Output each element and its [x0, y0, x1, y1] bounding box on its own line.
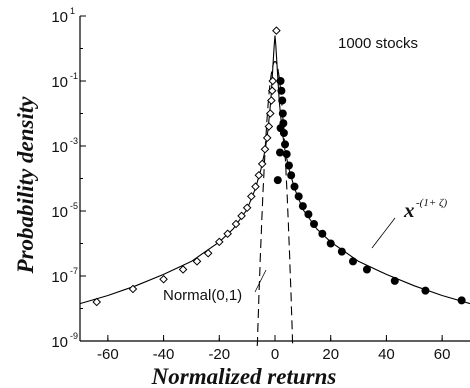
power-law-annotation-pointer — [371, 217, 396, 249]
x-tick-label: 40 — [378, 346, 395, 363]
normal-annotation-pointer — [254, 269, 267, 293]
circle-point — [287, 171, 296, 180]
circle-point — [281, 140, 290, 149]
circle-point — [278, 109, 287, 118]
diamond-point — [264, 122, 274, 131]
diamond-point — [223, 229, 232, 239]
y-tick-label-exponent: -3 — [70, 136, 78, 146]
circle-point — [277, 86, 286, 95]
diamond-point — [257, 159, 267, 169]
circle-point — [421, 286, 430, 295]
normal-distribution-curve — [256, 60, 294, 347]
diamond-point — [231, 219, 241, 229]
circle-point — [326, 239, 335, 248]
circle-point — [390, 276, 399, 285]
x-axis-label: Normalized returns — [151, 364, 337, 388]
diamond-point — [262, 133, 272, 143]
circle-point — [279, 129, 288, 137]
circle-point — [298, 202, 307, 211]
x-tick-label: -20 — [208, 346, 230, 363]
y-tick-label-base: 10 — [51, 269, 68, 286]
circle-point — [290, 182, 299, 191]
y-tick-label-base: 10 — [51, 74, 68, 91]
diamond-point — [159, 274, 168, 284]
diamond-point — [128, 284, 138, 294]
diamond-point — [247, 192, 256, 201]
diamond-point — [265, 109, 275, 118]
x-tick-label: 60 — [434, 346, 451, 363]
diamond-point — [214, 237, 224, 247]
y-tick-label-exponent: -5 — [70, 201, 78, 211]
diamond-point — [178, 265, 188, 274]
diamond-point — [242, 203, 252, 213]
diamond-point — [267, 86, 277, 96]
x-tick-label: 0 — [271, 346, 279, 363]
normal-annotation: Normal(0,1) — [163, 287, 242, 304]
diamond-point — [92, 297, 102, 307]
y-tick-label-base: 10 — [51, 204, 68, 221]
x-tick-label: -40 — [153, 346, 175, 363]
legend-label: 1000 stocks — [338, 35, 418, 52]
y-tick-label-exponent: -1 — [70, 71, 78, 81]
circle-point — [276, 77, 285, 85]
diamond-point — [237, 211, 246, 221]
y-tick-label-base: 10 — [51, 334, 68, 351]
circle-point — [276, 148, 285, 157]
diamond-point — [272, 26, 281, 35]
y-axis-label: Probability density — [13, 96, 38, 275]
circle-point — [279, 119, 288, 128]
diamond-point — [260, 144, 270, 154]
circle-point — [310, 220, 318, 228]
diamond-point — [254, 170, 264, 180]
diamond-point — [268, 76, 278, 86]
diamond-point — [251, 182, 260, 191]
circle-point — [362, 265, 371, 274]
circle-point — [278, 96, 287, 105]
y-tick-label-base: 10 — [51, 139, 68, 156]
y-tick-label-exponent: -7 — [70, 266, 78, 276]
circle-point — [457, 296, 466, 305]
x-tick-label: -60 — [97, 346, 119, 363]
x-tick-label: 20 — [322, 346, 339, 363]
y-tick-label-exponent: 1 — [70, 6, 75, 16]
power-law-fit-curve — [79, 35, 470, 305]
power-law-exponent: -(1+ ζ) — [416, 197, 447, 209]
diamond-point — [267, 96, 276, 105]
circle-point — [349, 257, 357, 266]
power-law-base: x — [403, 198, 415, 222]
data-points — [92, 26, 466, 307]
circle-point — [273, 176, 282, 185]
y-tick-label-exponent: -9 — [70, 331, 78, 341]
circle-point — [294, 192, 303, 201]
circle-point — [284, 161, 293, 170]
circle-point — [337, 247, 346, 256]
diamond-point — [192, 257, 202, 266]
circle-point — [318, 229, 327, 238]
circle-point — [282, 150, 291, 159]
circle-point — [304, 210, 313, 219]
y-tick-label-base: 10 — [51, 9, 68, 26]
diamond-point — [203, 248, 213, 258]
